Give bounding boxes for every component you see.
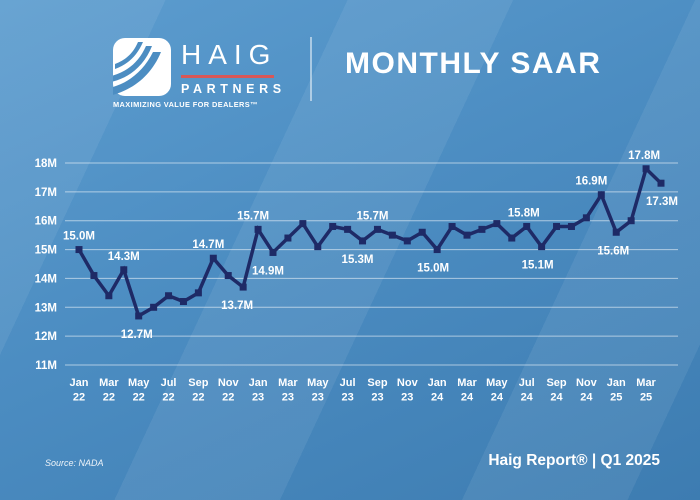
logo-tagline: MAXIMIZING VALUE FOR DEALERS™ (113, 100, 258, 109)
data-point-Oct-24 (567, 222, 575, 230)
point-label-15.0M: 15.0M (63, 231, 95, 243)
point-label-15.3M: 15.3M (342, 254, 374, 266)
data-point-Aug-24 (538, 243, 546, 251)
data-point-Feb-24 (448, 222, 456, 230)
data-point-Jan-23 (254, 225, 262, 233)
x-tick-Jul-23: Jul 23 (340, 377, 356, 404)
point-label-16.9M: 16.9M (575, 176, 607, 188)
report-badge: Haig Report® | Q1 2025 (488, 452, 660, 469)
data-point-Apr-25 (657, 179, 665, 187)
x-tick-May-22: May 22 (128, 377, 150, 404)
data-point-Mar-24 (463, 231, 471, 239)
x-tick-Jan-23: Jan 23 (249, 377, 268, 404)
logo-red-rule (181, 75, 274, 78)
data-point-May-23 (314, 243, 322, 251)
data-point-Jul-22 (165, 292, 173, 300)
data-point-Jan-22 (75, 246, 83, 254)
data-point-Jan-25 (612, 228, 620, 236)
point-label-17.3M: 17.3M (646, 196, 678, 208)
data-point-Apr-22 (120, 266, 128, 274)
point-label-15.0M: 15.0M (417, 263, 449, 275)
x-tick-Mar-25: Mar 25 (636, 377, 656, 404)
y-tick-13M: 13M (35, 302, 57, 314)
x-tick-Mar-24: Mar 24 (457, 377, 477, 404)
x-tick-Jul-24: Jul 24 (519, 377, 535, 404)
data-point-Jun-23 (329, 222, 337, 230)
data-point-Mar-22 (105, 292, 113, 300)
data-point-May-24 (493, 220, 501, 228)
data-point-Oct-23 (388, 231, 396, 239)
y-tick-18M: 18M (35, 158, 57, 170)
y-tick-15M: 15M (35, 245, 57, 257)
x-tick-Mar-23: Mar 23 (278, 377, 298, 404)
data-point-Aug-22 (179, 298, 187, 306)
data-point-Nov-23 (403, 237, 411, 245)
y-tick-12M: 12M (35, 331, 57, 343)
point-label-15.6M: 15.6M (597, 245, 629, 257)
saar-line (77, 165, 663, 319)
data-point-Apr-23 (299, 220, 307, 228)
point-label-15.7M: 15.7M (356, 210, 388, 222)
data-point-Sep-22 (194, 289, 202, 297)
logo-text: HAIG PARTNERS (181, 38, 286, 96)
x-tick-Sep-22: Sep 22 (188, 377, 208, 404)
data-point-Dec-24 (597, 191, 605, 199)
data-point-Apr-24 (478, 225, 486, 233)
data-point-Jan-24 (433, 246, 441, 254)
data-point-Nov-24 (582, 214, 590, 222)
point-label-15.8M: 15.8M (508, 207, 540, 219)
x-tick-Sep-23: Sep 23 (367, 377, 387, 404)
header-divider (310, 37, 312, 101)
data-point-Mar-25 (642, 165, 650, 173)
data-point-Nov-22 (224, 272, 232, 280)
y-tick-17M: 17M (35, 187, 57, 199)
data-point-Jun-22 (150, 303, 158, 311)
data-point-Dec-23 (418, 228, 426, 236)
x-tick-Nov-23: Nov 23 (397, 377, 419, 404)
x-tick-May-24: May 24 (486, 377, 508, 404)
page-title: MONTHLY SAAR (345, 47, 602, 80)
source-note: Source: NADA (45, 458, 104, 468)
data-point-Jul-23 (344, 225, 352, 233)
x-tick-Nov-24: Nov 24 (576, 377, 598, 404)
header: HAIG PARTNERS MAXIMIZING VALUE FOR DEALE… (0, 0, 700, 120)
x-tick-Mar-22: Mar 22 (99, 377, 119, 404)
x-tick-Jul-22: Jul 22 (161, 377, 177, 404)
data-point-Feb-22 (90, 272, 98, 280)
data-point-Sep-23 (373, 225, 381, 233)
x-tick-Nov-22: Nov 22 (218, 377, 240, 404)
x-tick-Jan-25: Jan 25 (607, 377, 626, 404)
x-tick-Jan-24: Jan 24 (428, 377, 447, 404)
x-tick-Jan-22: Jan 22 (70, 377, 89, 404)
data-point-Feb-25 (627, 217, 635, 225)
point-label-17.8M: 17.8M (628, 150, 660, 162)
data-point-Sep-24 (553, 222, 561, 230)
data-point-Jul-24 (523, 222, 531, 230)
haig-swoosh-icon (113, 38, 171, 96)
point-label-12.7M: 12.7M (121, 329, 153, 341)
y-tick-14M: 14M (35, 273, 57, 285)
point-label-15.1M: 15.1M (522, 260, 554, 272)
data-point-Oct-22 (209, 254, 217, 262)
point-label-14.3M: 14.3M (108, 251, 140, 263)
point-label-15.7M: 15.7M (237, 210, 269, 222)
point-label-14.7M: 14.7M (192, 239, 224, 251)
y-tick-11M: 11M (35, 360, 57, 372)
point-label-13.7M: 13.7M (221, 300, 253, 312)
x-tick-May-23: May 23 (307, 377, 329, 404)
haig-partners-logo: HAIG PARTNERS (113, 38, 286, 96)
y-tick-16M: 16M (35, 216, 57, 228)
data-point-Aug-23 (359, 237, 367, 245)
data-point-May-22 (135, 312, 143, 320)
data-point-Feb-23 (269, 248, 277, 256)
data-point-Jun-24 (508, 234, 516, 242)
point-label-14.9M: 14.9M (252, 265, 284, 277)
logo-name: HAIG (181, 39, 278, 70)
x-tick-Sep-24: Sep 24 (546, 377, 566, 404)
logo-subname: PARTNERS (181, 81, 286, 96)
data-point-Dec-22 (239, 283, 247, 291)
data-point-Mar-23 (284, 234, 292, 242)
